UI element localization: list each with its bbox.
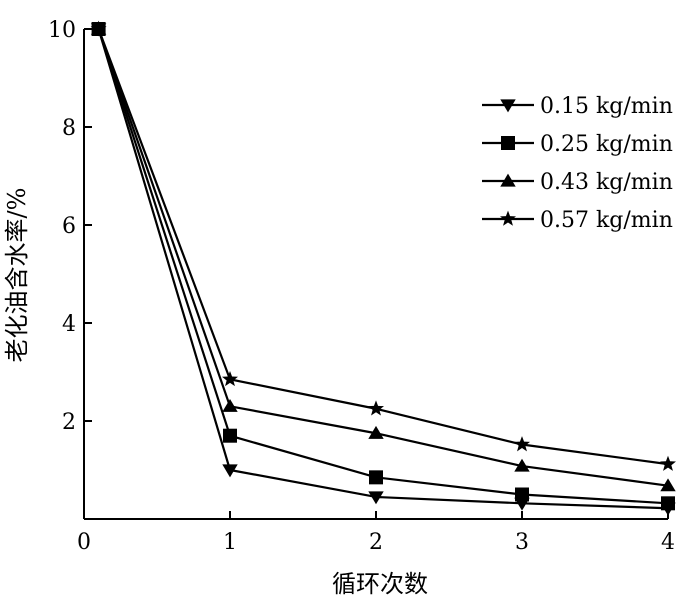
star-marker: [660, 455, 676, 471]
square-marker: [369, 470, 383, 485]
legend-item: 0.25 kg/min: [482, 132, 673, 157]
x-tick-label: 3: [515, 530, 529, 555]
triangle-up-marker: [222, 398, 238, 412]
x-tick-label: 2: [369, 530, 383, 555]
legend-label: 0.57 kg/min: [540, 208, 673, 233]
legend-item: 0.15 kg/min: [482, 94, 673, 119]
square-marker: [501, 136, 515, 150]
legend-label: 0.25 kg/min: [540, 132, 673, 157]
triangle-down-marker: [368, 491, 384, 505]
y-axis-label: 老化油含水率/%: [3, 188, 31, 363]
x-axis-label: 循环次数: [332, 570, 428, 598]
y-tick-label: 4: [62, 312, 76, 337]
legend-label: 0.43 kg/min: [540, 170, 673, 195]
star-marker: [222, 370, 238, 387]
x-tick-label: 1: [223, 530, 237, 555]
star-marker: [500, 210, 516, 226]
triangle-down-marker: [222, 464, 238, 478]
square-marker: [223, 428, 237, 443]
x-tick-label: 4: [661, 530, 675, 555]
legend-item: 0.57 kg/min: [482, 208, 673, 233]
series-layer: [90, 20, 676, 516]
series-3: [90, 20, 676, 471]
x-tick-label: 0: [77, 530, 91, 555]
triangle-down-marker: [500, 99, 516, 113]
triangle-up-marker: [514, 458, 530, 472]
square-marker: [661, 496, 675, 511]
y-tick-label: 2: [62, 410, 76, 435]
series-1: [91, 22, 675, 511]
legend-item: 0.43 kg/min: [482, 170, 673, 195]
star-marker: [514, 436, 530, 452]
square-marker: [515, 487, 529, 502]
y-tick-label: 8: [62, 116, 76, 141]
y-tick-label: 10: [48, 18, 76, 43]
star-marker: [90, 20, 107, 36]
triangle-up-marker: [500, 173, 516, 187]
legend-label: 0.15 kg/min: [540, 94, 673, 119]
series-2: [90, 21, 676, 492]
star-marker: [368, 400, 384, 416]
legend: 0.15 kg/min 0.25 kg/min 0.43 kg/min 0.57 kg…: [482, 94, 673, 233]
y-tick-label: 6: [62, 214, 76, 239]
triangle-up-marker: [660, 478, 676, 492]
triangle-up-marker: [368, 425, 384, 439]
